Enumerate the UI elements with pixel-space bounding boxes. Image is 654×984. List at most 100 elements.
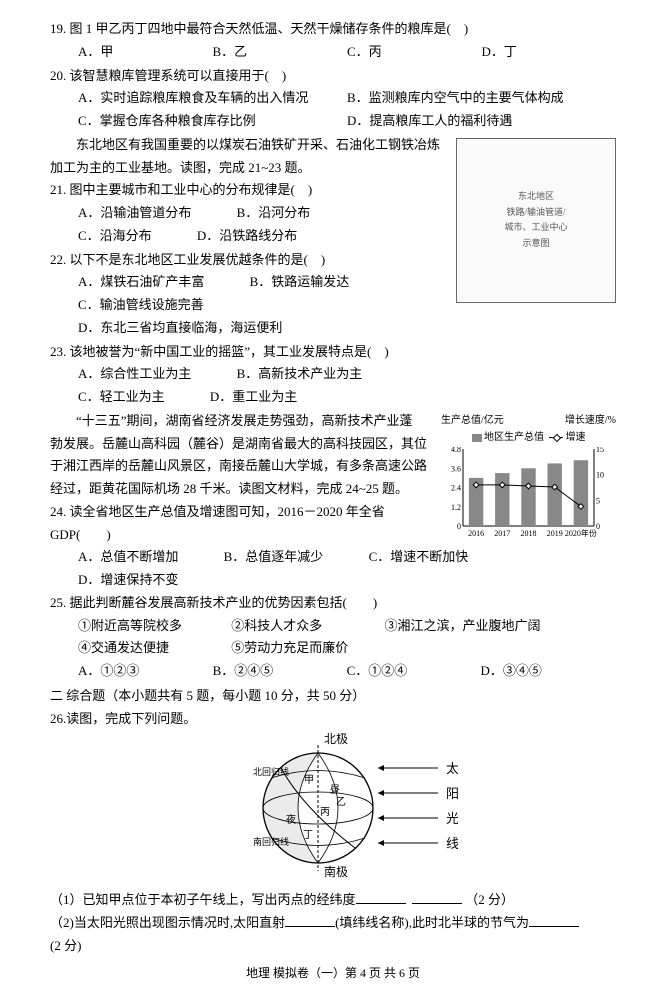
q25-circled-row2: ④交通发达便捷 ⑤劳动力充足而廉价 — [50, 637, 616, 660]
sun-2: 阳 — [446, 786, 458, 801]
q21-opt-d: D．沿铁路线分布 — [197, 225, 297, 248]
globe-sp: 南极 — [324, 864, 348, 878]
svg-text:2.4: 2.4 — [451, 483, 461, 492]
q20-row1: A．实时追踪粮库粮食及车辆的出入情况 B．监测粮库内空气中的主要气体构成 — [50, 87, 616, 110]
q24-opt-c: C．增速不断加快 — [369, 546, 469, 569]
svg-text:2017: 2017 — [494, 529, 510, 538]
q20-opt-c: C．掌握仓库各种粮食库存比例 — [78, 110, 347, 133]
question-23: 23. 该地被誉为“新中国工业的摇篮”，其工业发展特点是( ) A．综合性工业为… — [50, 341, 616, 409]
chart-legend: 地区生产总值 增速 — [441, 429, 616, 447]
chart-svg: 4.83.62.41.2015105020162017201820192020年… — [441, 447, 616, 542]
q25-opt-d: D．③④⑤ — [480, 660, 541, 683]
q22-opt-d: D．东北三省均直接临海，海运便利 — [78, 317, 282, 340]
globe-np: 北极 — [324, 733, 348, 746]
page-footer: 地理 模拟卷（一）第 4 页 共 6 页 — [50, 963, 616, 984]
globe-bing: 丙 — [320, 807, 330, 818]
q22-opt-b: B．铁路运输发达 — [250, 271, 350, 294]
globe-svg: 北极 南极 北回归线 南回归线 甲 乙 丙 丁 夜 昼 太 阳 光 线 — [208, 733, 458, 878]
svg-text:10: 10 — [596, 470, 604, 479]
chart-left-axis-label: 生产总值/亿元 — [441, 412, 504, 430]
legend-bar-icon — [472, 434, 482, 442]
q25-stem: 25. 据此判断麓谷发展高新技术产业的优势因素包括( ) — [50, 592, 616, 615]
svg-text:3.6: 3.6 — [451, 464, 461, 473]
svg-text:1.2: 1.2 — [451, 503, 461, 512]
q26-stem: 26.读图，完成下列问题。 — [50, 708, 616, 731]
svg-text:2018: 2018 — [521, 529, 537, 538]
legend-bar-label: 地区生产总值 — [484, 432, 544, 443]
q24-opt-b: B．总值逐年减少 — [224, 546, 324, 569]
q25-o4: ④交通发达便捷 — [78, 637, 228, 660]
q25-o2: ②科技人才众多 — [231, 615, 381, 638]
gdp-chart: 生产总值/亿元 增长速度/% 地区生产总值 增速 4.8 3.6 2.4 1.2 0 15… — [441, 412, 616, 542]
q25-o1: ①附近高等院校多 — [78, 615, 228, 638]
q19-opt-b: B．乙 — [213, 41, 348, 64]
blank-3[interactable] — [285, 914, 335, 927]
q20-opt-d: D．提高粮库工人的福利待遇 — [347, 110, 616, 133]
northeast-map-figure: 东北地区 铁路/输油管道/ 城市、工业中心 示意图 — [456, 138, 616, 303]
q20-opt-a: A．实时追踪粮库粮食及车辆的出入情况 — [78, 87, 347, 110]
svg-text:2019: 2019 — [547, 529, 563, 538]
question-20: 20. 该智慧粮库管理系统可以直接用于( ) A．实时追踪粮库粮食及车辆的出入情… — [50, 65, 616, 133]
q26-sub2-a: （2)当太阳光照出现图示情况时,太阳直射 — [50, 915, 285, 930]
globe-ntropic: 北回归线 — [253, 766, 289, 777]
q20-opt-b: B．监测粮库内空气中的主要气体构成 — [347, 87, 616, 110]
q19-options: A．甲 B．乙 C．丙 D．丁 — [50, 41, 616, 64]
sun-3: 光 — [446, 811, 458, 826]
q26-sub1-text: （1）已知甲点位于本初子午线上，写出丙点的经纬度 — [50, 892, 356, 907]
q24-opt-a: A．总值不断增加 — [78, 546, 178, 569]
q25-opt-c: C．①②④ — [347, 660, 408, 683]
q26-sub2-b: (填纬线名称),此时北半球的节气为 — [335, 915, 529, 930]
svg-text:2016: 2016 — [468, 529, 484, 538]
q23-opt-b: B．高新技术产业为主 — [237, 363, 363, 386]
q22-opt-a: A．煤铁石油矿产丰富 — [78, 271, 204, 294]
q23-row2: C．轻工业为主 D．重工业为主 — [50, 386, 616, 409]
q19-stem: 19. 图 1 甲乙丙丁四地中最符合天然低温、天然干燥储存条件的粮库是( ) — [50, 18, 616, 41]
sun-4: 线 — [446, 836, 458, 851]
svg-text:4.8: 4.8 — [451, 447, 461, 454]
q19-opt-a: A．甲 — [78, 41, 213, 64]
q25-options: A．①②③ B．②④⑤ C．①②④ D．③④⑤ — [50, 660, 616, 683]
q26-sub1-score: （2 分） — [465, 892, 514, 907]
section-2-header: 二 综合题（本小题共有 5 题，每小题 10 分，共 50 分） — [50, 685, 616, 708]
q20-stem: 20. 该智慧粮库管理系统可以直接用于( ) — [50, 65, 616, 88]
globe-jia: 甲 — [304, 775, 314, 786]
globe-zhou: 昼 — [330, 784, 340, 796]
q19-opt-d: D．丁 — [482, 41, 617, 64]
q19-opt-c: C．丙 — [347, 41, 482, 64]
q22-opt-c: C．输油管线设施完善 — [78, 294, 204, 317]
q23-opt-d: D．重工业为主 — [210, 386, 297, 409]
blank-2[interactable] — [412, 891, 462, 904]
svg-text:5: 5 — [596, 496, 600, 505]
blank-4[interactable] — [529, 914, 579, 927]
q24-opt-d: D．增速保持不变 — [78, 569, 178, 592]
q23-opt-c: C．轻工业为主 — [78, 386, 165, 409]
q21-opt-b: B．沿河分布 — [237, 202, 311, 225]
q26-sub2-score: (2 分) — [50, 935, 616, 958]
blank-1[interactable] — [356, 891, 406, 904]
svg-text:2020年份: 2020年份 — [565, 528, 597, 538]
q26-sub1: （1）已知甲点位于本初子午线上，写出丙点的经纬度 （2 分） — [50, 889, 616, 912]
svg-text:15: 15 — [596, 447, 604, 454]
globe-stropic: 南回归线 — [253, 836, 289, 847]
legend-line-icon — [549, 437, 563, 438]
q26-sub2: （2)当太阳光照出现图示情况时,太阳直射 (填纬线名称),此时北半球的节气为 — [50, 912, 616, 935]
globe-ye: 夜 — [286, 813, 296, 826]
legend-line-label: 增速 — [566, 432, 586, 443]
q21-opt-a: A．沿输油管道分布 — [78, 202, 191, 225]
q24-options: A．总值不断增加 B．总值逐年减少 C．增速不断加快 D．增速保持不变 — [50, 546, 616, 592]
chart-right-axis-label: 增长速度/% — [565, 412, 616, 430]
globe-ding: 丁 — [303, 830, 313, 841]
q25-o3: ③湘江之滨，产业腹地广阔 — [385, 615, 541, 638]
globe-figure: 北极 南极 北回归线 南回归线 甲 乙 丙 丁 夜 昼 太 阳 光 线 — [50, 733, 616, 886]
q25-opt-b: B．②④⑤ — [213, 660, 274, 683]
q25-opt-a: A．①②③ — [78, 660, 139, 683]
question-19: 19. 图 1 甲乙丙丁四地中最符合天然低温、天然干燥储存条件的粮库是( ) A… — [50, 18, 616, 64]
svg-text:0: 0 — [457, 522, 461, 531]
q23-stem: 23. 该地被誉为“新中国工业的摇篮”，其工业发展特点是( ) — [50, 341, 616, 364]
q25-circled-row1: ①附近高等院校多 ②科技人才众多 ③湘江之滨，产业腹地广阔 — [50, 615, 616, 638]
map-placeholder: 东北地区 铁路/输油管道/ 城市、工业中心 示意图 — [504, 189, 567, 252]
q23-row1: A．综合性工业为主 B．高新技术产业为主 — [50, 363, 616, 386]
q20-row2: C．掌握仓库各种粮食库存比例 D．提高粮库工人的福利待遇 — [50, 110, 616, 133]
sun-1: 太 — [446, 761, 458, 776]
q21-opt-c: C．沿海分布 — [78, 225, 152, 248]
